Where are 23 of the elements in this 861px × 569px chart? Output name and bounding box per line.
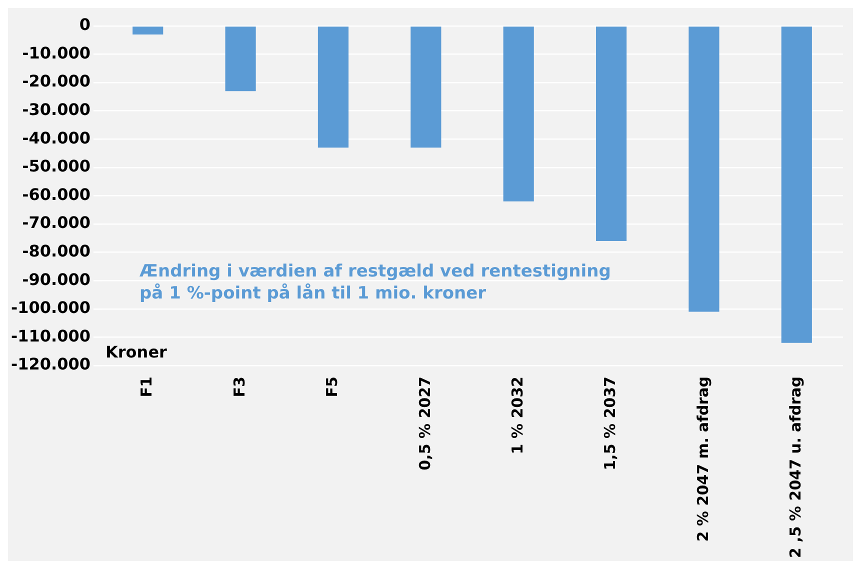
y-tick-label: 0	[79, 15, 91, 34]
y-tick-label: -90.000	[22, 270, 91, 289]
x-tick-label: 1,5 % 2037	[601, 376, 620, 470]
y-tick-label: -10.000	[22, 43, 91, 62]
y-tick-label: -120.000	[11, 354, 91, 374]
x-tick-label: 2 % 2047 m. afdrag	[694, 376, 712, 542]
annotation: Ændring i værdien af restgæld ved rentestigning på 1 %-point på lån til 1 mio. kroner	[140, 262, 611, 304]
y-tick-label: -100.000	[11, 298, 91, 318]
y-axis-title: Kroner	[106, 342, 168, 362]
y-tick-label: -40.000	[22, 128, 91, 148]
x-tick-label: F1	[138, 376, 156, 398]
y-tick-label: -110.000	[11, 326, 91, 346]
y-tick-label: -70.000	[22, 213, 91, 232]
x-tick-label: F5	[323, 376, 342, 398]
y-tick-label: -60.000	[22, 184, 91, 204]
x-tick-label: 0,5 % 2027	[416, 376, 434, 470]
x-tick-label: F3	[230, 376, 248, 398]
y-tick-label: -80.000	[22, 242, 91, 261]
x-tick-label: 2 ,5 % 2047 u. afdrag	[786, 376, 805, 558]
x-tick-label: 1 % 2032	[508, 376, 526, 454]
y-tick-label: -50.000	[22, 156, 91, 176]
y-tick-label: -30.000	[22, 100, 91, 120]
y-tick-label: -20.000	[22, 72, 91, 91]
